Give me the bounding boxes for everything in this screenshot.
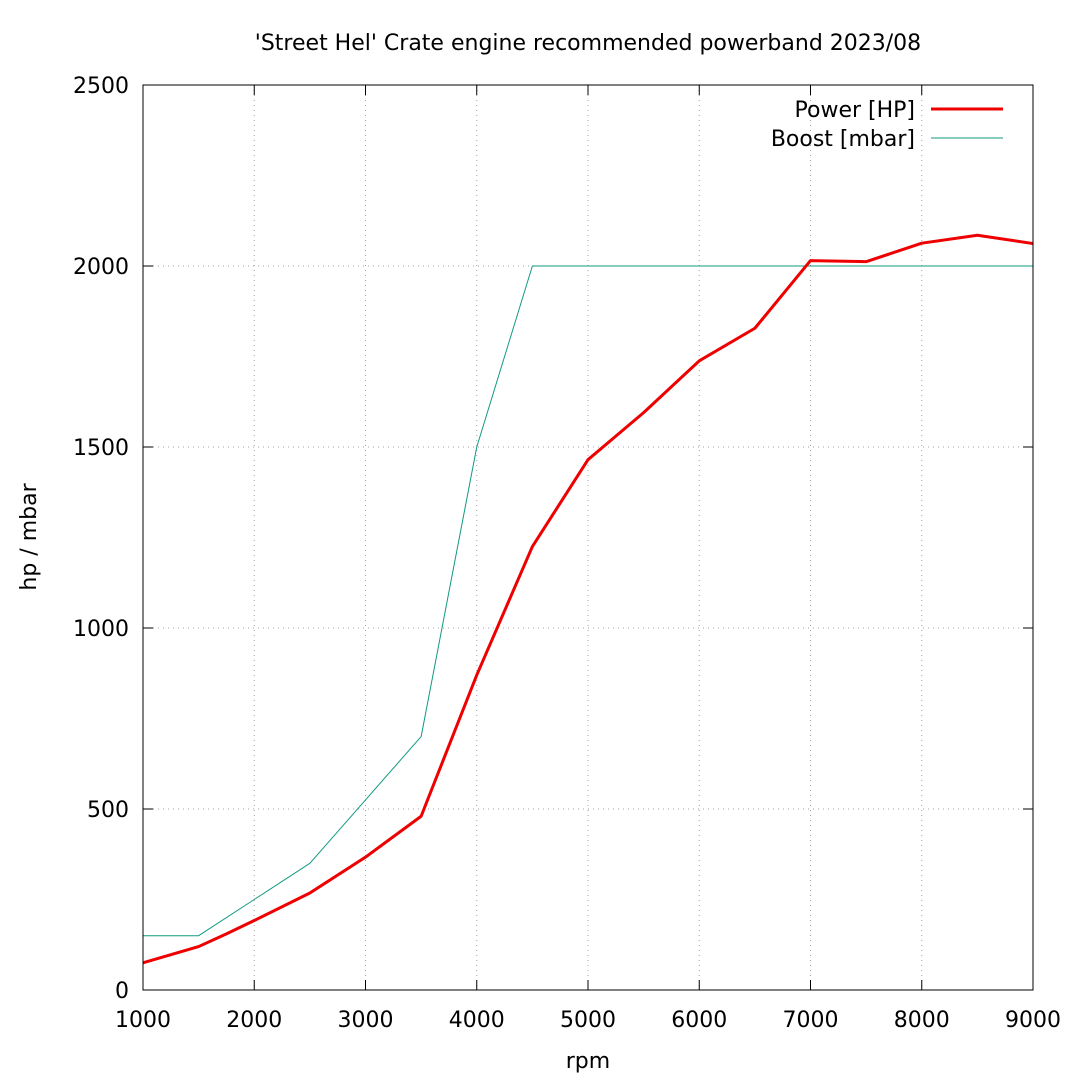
x-tick-label: 6000 bbox=[671, 1008, 727, 1033]
legend-label-boost-mbar: Boost [mbar] bbox=[771, 127, 915, 152]
x-tick-label: 8000 bbox=[894, 1008, 950, 1033]
y-tick-label: 1000 bbox=[73, 617, 129, 642]
plot-frame bbox=[142, 84, 1034, 991]
y-tick-label: 0 bbox=[115, 979, 129, 1004]
legend-label-power-hp: Power [HP] bbox=[795, 98, 915, 123]
legend: Power [HP] Boost [mbar] bbox=[771, 98, 1003, 152]
x-tick-label: 9000 bbox=[1005, 1008, 1061, 1033]
y-tick-label: 2500 bbox=[73, 74, 129, 99]
y-tick-label: 1500 bbox=[73, 436, 129, 461]
chart-title: 'Street Hel' Crate engine recommended po… bbox=[255, 31, 921, 56]
x-tick-label: 1000 bbox=[115, 1008, 171, 1033]
y-axis-label: hp / mbar bbox=[17, 482, 42, 590]
x-tick-label: 4000 bbox=[449, 1008, 505, 1033]
series-line-power-hp bbox=[142, 233, 1034, 965]
grid bbox=[143, 85, 1033, 990]
x-tick-label: 2000 bbox=[226, 1008, 282, 1033]
y-tick-label: 500 bbox=[87, 798, 129, 823]
x-tick-label: 7000 bbox=[783, 1008, 839, 1033]
x-axis-label: rpm bbox=[566, 1049, 610, 1074]
series-line-boost-mbar bbox=[143, 265, 1033, 937]
x-tick-label: 3000 bbox=[338, 1008, 394, 1033]
series-layer bbox=[142, 233, 1034, 965]
y-tick-label: 2000 bbox=[73, 255, 129, 280]
x-tick-label: 5000 bbox=[560, 1008, 616, 1033]
ticks: 1000 2000 3000 4000 5000 6000 7000 8000 9000 0 500… bbox=[73, 74, 1061, 1033]
